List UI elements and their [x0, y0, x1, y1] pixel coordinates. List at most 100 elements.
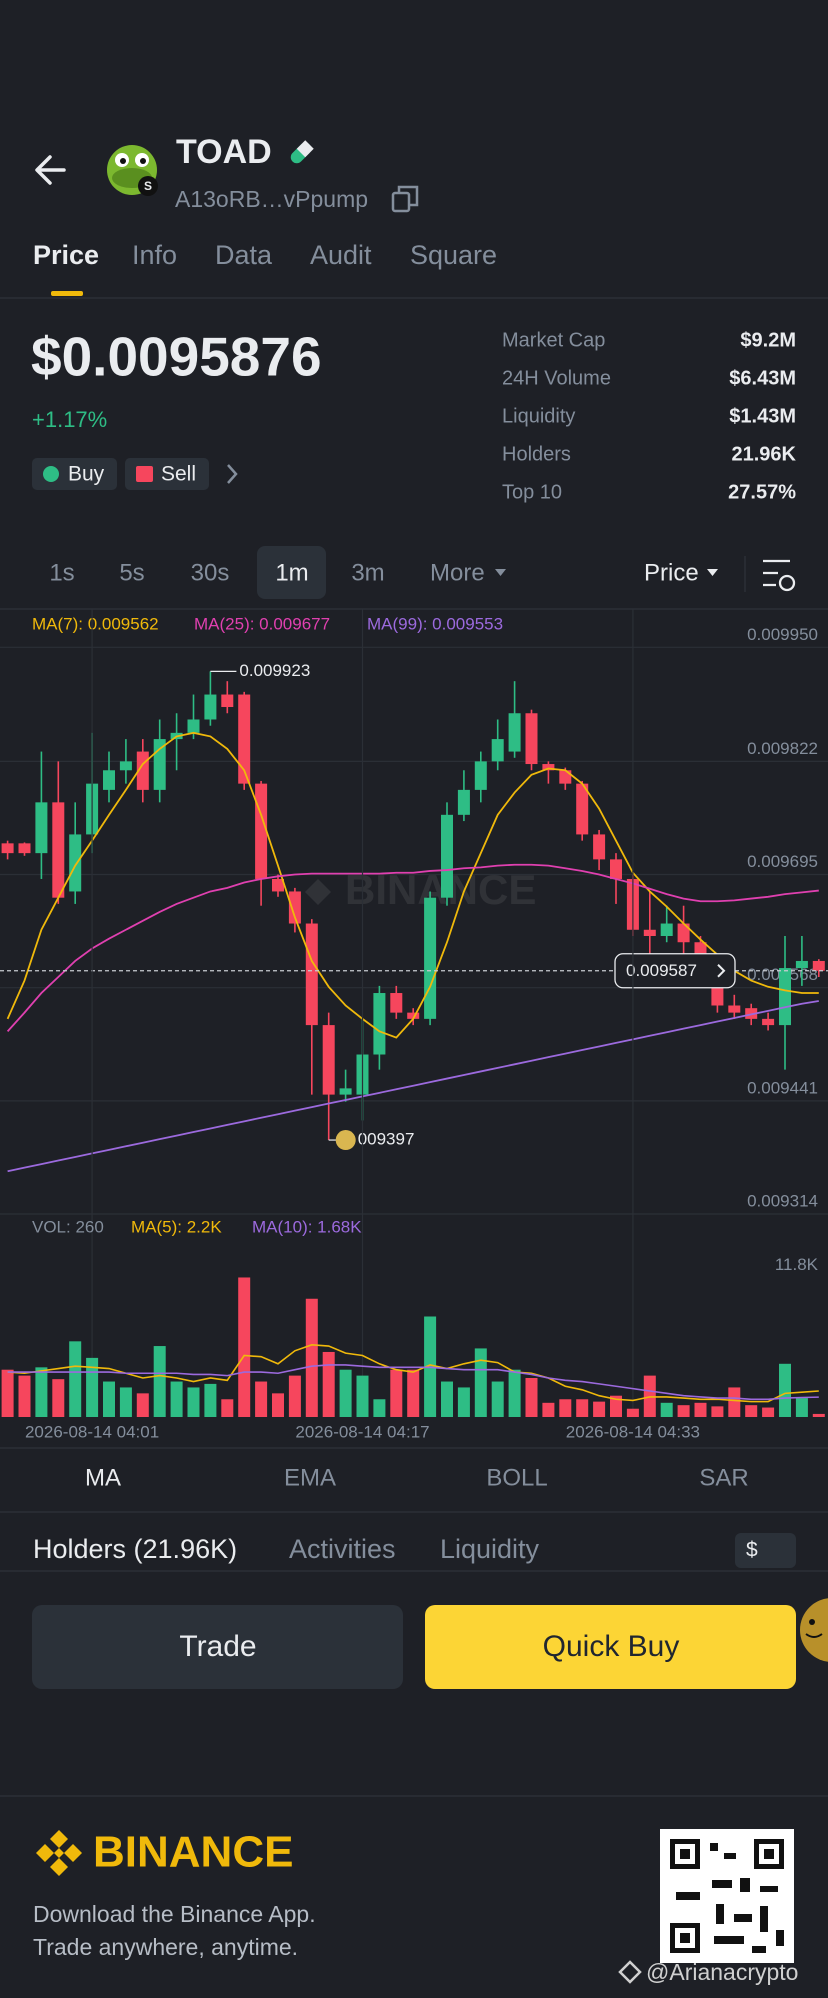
bottom-tab[interactable]: Liquidity	[440, 1534, 540, 1564]
candle-body	[255, 783, 268, 879]
candle-body	[35, 802, 48, 854]
volume-bar	[373, 1399, 386, 1417]
candle-body	[779, 968, 791, 1026]
indicator-tab[interactable]: MA	[85, 1464, 121, 1491]
x-tick-label: 2026-08-14 04:33	[566, 1422, 700, 1441]
candle-body	[441, 814, 453, 898]
buy-icon	[43, 466, 59, 482]
stats: Market Cap $9.2M 24H Volume $6.43M Liquidity…	[502, 329, 797, 503]
candle-body	[187, 719, 200, 733]
tab[interactable]: Price	[33, 240, 99, 270]
qr-code	[660, 1829, 794, 1963]
token-address: A13oRB…vPpump	[175, 186, 368, 212]
volume-bar	[542, 1402, 555, 1417]
candle-body	[1, 843, 14, 854]
low-marker-label: 009397	[358, 1130, 415, 1149]
indicator-tab[interactable]: EMA	[284, 1464, 336, 1491]
legend-entry: MA(25): 0.009677	[194, 614, 330, 633]
tab[interactable]: Square	[410, 240, 497, 270]
volume-bar	[626, 1408, 639, 1417]
back-button[interactable]	[35, 155, 66, 185]
volume-bar	[677, 1405, 690, 1417]
buy-label: Buy	[68, 463, 105, 486]
ma-line	[6, 731, 819, 1039]
trade-button[interactable]	[32, 1605, 403, 1689]
ma-line	[6, 863, 819, 1032]
volume-bar	[711, 1406, 724, 1417]
volume-bar	[779, 1363, 791, 1417]
bottom-tab[interactable]: Activities	[289, 1534, 396, 1564]
candle-body	[508, 713, 521, 752]
chart-settings[interactable]	[763, 559, 796, 592]
volume-bar	[441, 1381, 453, 1417]
price-change: +1.17%	[32, 407, 107, 432]
volume-bar	[238, 1277, 251, 1417]
volume-bar	[305, 1298, 318, 1417]
stat-value: $9.2M	[740, 329, 796, 351]
volume-bar	[255, 1381, 268, 1417]
buy-chip[interactable]	[32, 458, 117, 490]
candle-body	[238, 694, 251, 784]
candle-body	[204, 694, 217, 720]
price-toggle[interactable]: Price	[644, 559, 699, 586]
volume-bar	[187, 1387, 200, 1417]
caret	[707, 569, 718, 576]
tab-indicator	[51, 291, 83, 296]
candle-body	[305, 923, 318, 1026]
volume-bar	[69, 1341, 82, 1417]
candle-body	[119, 761, 132, 771]
stat-label: Holders	[502, 443, 571, 465]
copy-button[interactable]	[391, 185, 419, 213]
quick-buy-label: Quick Buy	[543, 1630, 680, 1663]
volume-bar	[204, 1383, 217, 1417]
interval[interactable]: More	[430, 559, 485, 586]
currency-toggle[interactable]	[735, 1533, 796, 1568]
sell-icon	[136, 466, 153, 482]
volume-bar	[745, 1405, 758, 1417]
y-tick-label: 0.009441	[747, 1078, 818, 1097]
volume-bar	[407, 1369, 420, 1417]
credit-icon	[618, 1960, 642, 1984]
tab[interactable]: Info	[132, 240, 177, 270]
volume-bar	[457, 1387, 470, 1417]
volume-bar	[18, 1375, 31, 1417]
candle-body	[390, 993, 403, 1013]
quick-buy-button[interactable]	[425, 1605, 796, 1689]
footer-text: Trade anywhere, anytime.	[33, 1934, 298, 1960]
interval[interactable]: 1m	[275, 559, 308, 586]
candle-body	[559, 770, 572, 784]
tab[interactable]: Data	[215, 240, 273, 270]
volume-bar	[119, 1387, 132, 1417]
volume-bar	[52, 1379, 65, 1417]
stat-value: 21.96K	[732, 443, 797, 465]
interval[interactable]: 5s	[119, 559, 144, 586]
interval[interactable]: 30s	[191, 559, 230, 586]
ma-line	[7, 1000, 819, 1173]
bottom-tab[interactable]: Holders (21.96K)	[33, 1534, 237, 1564]
interval[interactable]: 1s	[49, 559, 74, 586]
more-chevron[interactable]	[227, 464, 238, 484]
volume-bar	[390, 1369, 403, 1417]
candle-body	[593, 834, 606, 860]
candle-body	[542, 764, 555, 771]
candle-body	[457, 789, 470, 815]
volume-bar	[728, 1387, 741, 1417]
indicator-tab[interactable]: SAR	[699, 1464, 748, 1491]
volume-bar	[694, 1402, 707, 1417]
candle-body	[18, 843, 31, 854]
candle-body	[795, 960, 808, 969]
floating-mascot[interactable]	[800, 1598, 828, 1662]
interval[interactable]: 3m	[351, 559, 384, 586]
tab[interactable]: Audit	[310, 240, 372, 270]
currency-label: $	[746, 1539, 758, 1562]
indicator-tab[interactable]: BOLL	[486, 1464, 547, 1491]
volume-bar	[221, 1399, 234, 1417]
credit: @Arianacrypto	[646, 1959, 798, 1985]
volume-bar	[525, 1377, 538, 1417]
stat-label: Top 10	[502, 481, 562, 503]
candle-body	[491, 739, 504, 762]
legend-entry: MA(10): 1.68K	[252, 1217, 362, 1236]
